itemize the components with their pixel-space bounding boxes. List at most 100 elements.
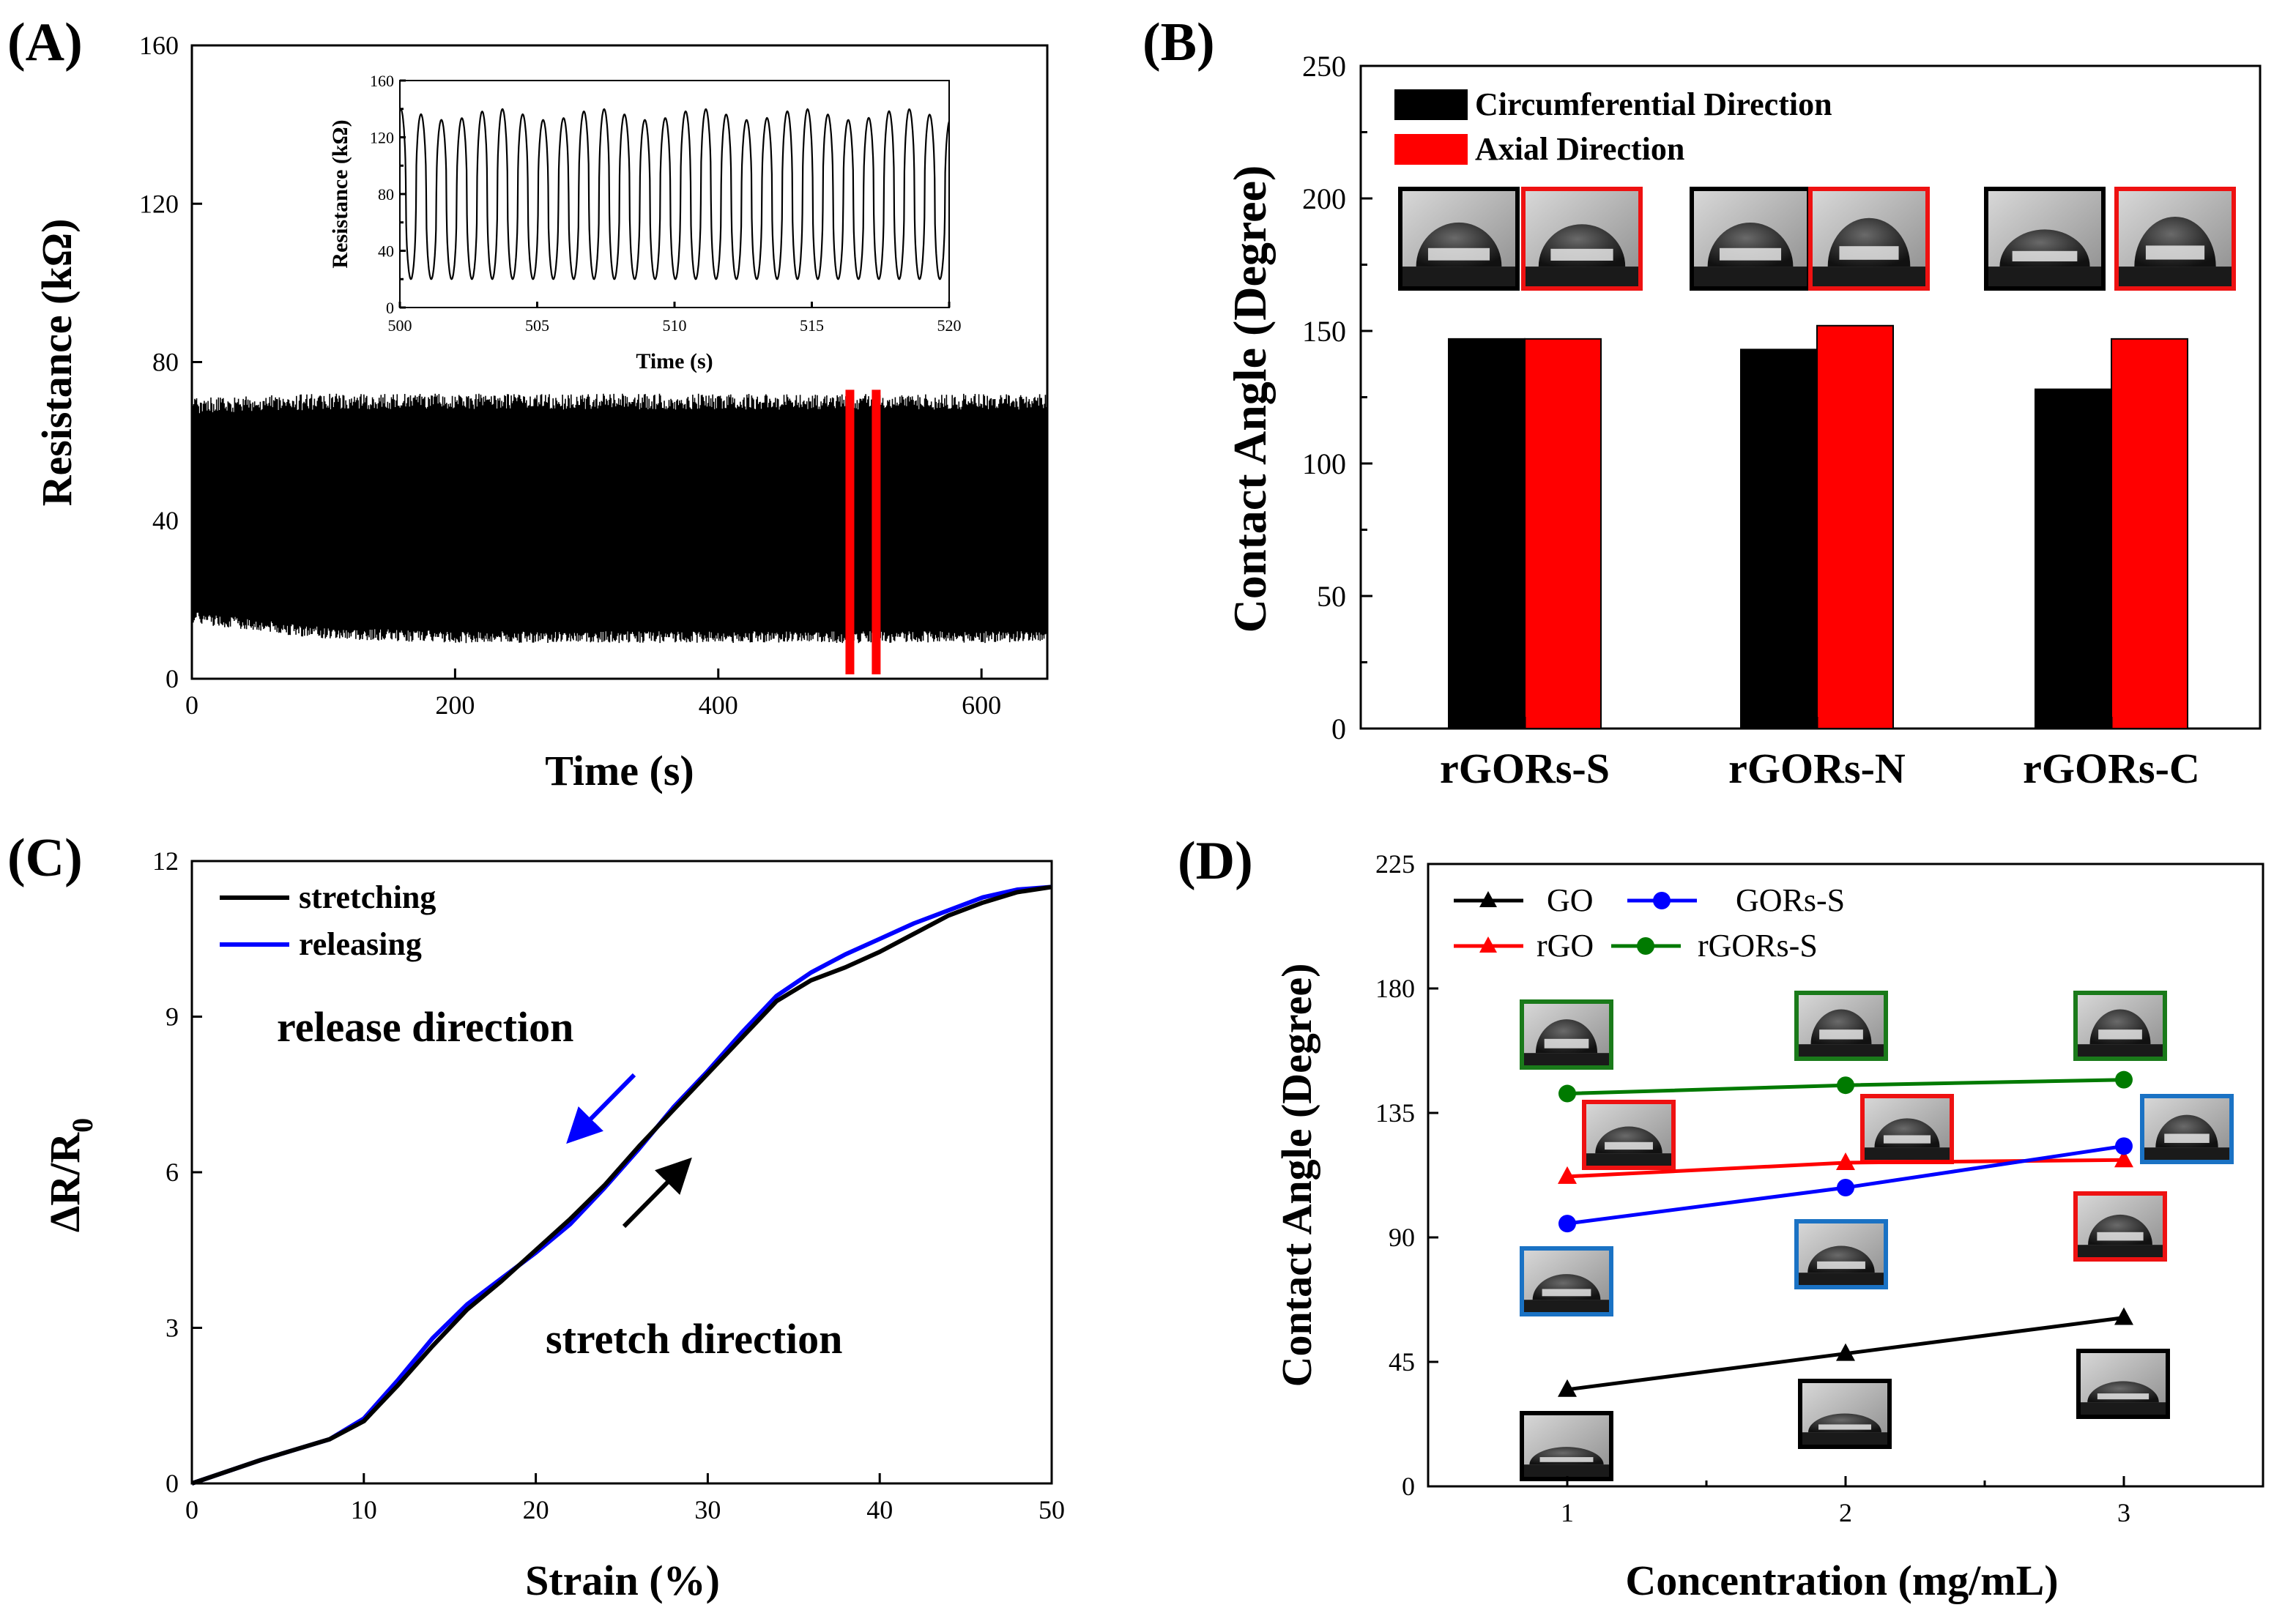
panel-c-legend: stretching releasing	[220, 879, 436, 962]
droplet-photo	[1521, 187, 1643, 291]
photo-frame	[1808, 187, 1930, 291]
y-tick-label: 0	[1331, 712, 1346, 745]
x-tick-label: rGORs-C	[2023, 745, 2200, 792]
legend-entry-rgo: rGO	[1454, 928, 1594, 964]
highlight-window-marker	[872, 390, 881, 674]
inset-ylabel: Resistance (kΩ)	[328, 119, 352, 268]
photo-frame	[1520, 1246, 1613, 1316]
droplet-photo	[1794, 991, 1888, 1061]
panel-c-ylabel-main: ΔR/R	[41, 1132, 89, 1232]
panel-d-droplet-photos	[1520, 991, 2234, 1481]
panel-d: (D) 1 2 3 0 45 90 135 180 225 Concentration (mg/…	[1178, 831, 2264, 1604]
panel-a-ylabel: Resistance (kΩ)	[33, 219, 81, 507]
photo-droplet-highlight	[1544, 1038, 1589, 1048]
panel-b-legend: Circumferential Direction Axial Directio…	[1394, 86, 1832, 167]
panel-d-xlabel: Concentration (mg/mL)	[1625, 1557, 2058, 1604]
photo-substrate	[1693, 267, 1807, 287]
x-tick-label: 20	[523, 1495, 549, 1524]
legend-label-rgo: rGO	[1537, 928, 1594, 964]
photo-droplet-highlight	[1818, 1424, 1872, 1430]
photo-substrate	[1523, 1053, 1610, 1066]
photo-substrate	[2077, 1044, 2163, 1057]
data-point-rGO	[1558, 1166, 1577, 1184]
photo-substrate	[1798, 1044, 1884, 1057]
droplet-photo	[1398, 187, 1520, 291]
x-tick-label: 40	[866, 1495, 893, 1524]
stretch-arrow	[622, 1157, 692, 1229]
x-tick-label: 600	[962, 690, 1001, 720]
panel-c-label: (C)	[7, 828, 83, 888]
x-tick-label: 500	[388, 316, 412, 335]
droplet-photo	[1794, 1219, 1888, 1289]
photo-frame	[2076, 1349, 2170, 1419]
photo-frame	[1794, 991, 1888, 1061]
x-tick-label: 50	[1038, 1495, 1065, 1524]
y-tick-label: 0	[386, 299, 394, 317]
photo-substrate	[1798, 1273, 1884, 1286]
data-point-GORs-S	[2115, 1137, 2133, 1155]
panel-c-ticks: 0 10 20 30 40 50 0 3 6 9 12	[152, 846, 1065, 1524]
droplet-photo	[1984, 187, 2106, 291]
panel-d-legend: GO GORs-S rGO rGORs-S	[1454, 882, 1845, 964]
y-tick-label: 120	[139, 189, 179, 218]
annotation-stretch-direction: stretch direction	[546, 1315, 842, 1363]
x-tick-label: 510	[663, 316, 687, 335]
data-point-rGORs-S	[1558, 1084, 1576, 1103]
y-tick-label: 50	[1317, 580, 1346, 613]
bar-circumferential	[2035, 388, 2112, 729]
bar-circumferential	[1740, 349, 1818, 729]
inset-plot	[398, 108, 951, 280]
photo-droplet-highlight	[1539, 1457, 1594, 1462]
data-point-rGO	[1836, 1152, 1855, 1170]
panel-b-droplet-photos	[1398, 187, 2236, 291]
y-tick-label: 40	[152, 506, 179, 535]
series-line-stretching	[191, 884, 1052, 1486]
droplet-photo	[2114, 187, 2236, 291]
photo-frame	[1398, 187, 1520, 291]
svg-text:ΔR/R0: ΔR/R0	[41, 1118, 99, 1232]
y-tick-label: 9	[166, 1002, 179, 1032]
x-tick-label: 505	[525, 316, 549, 335]
y-tick-label: 0	[166, 664, 179, 693]
photo-substrate	[2080, 1402, 2166, 1415]
photo-droplet-highlight	[1883, 1135, 1931, 1144]
panel-b-plot	[1448, 324, 2188, 729]
data-point-GORs-S	[1558, 1215, 1576, 1233]
panel-d-ticks: 1 2 3 0 45 90 135 180 225	[1375, 849, 2130, 1527]
y-tick-label: 12	[152, 846, 179, 876]
y-tick-label: 3	[166, 1314, 179, 1343]
legend-swatch-axial	[1394, 134, 1468, 165]
photo-droplet-highlight	[2012, 250, 2078, 261]
legend-entry-go: GO	[1454, 882, 1594, 918]
y-tick-label: 6	[166, 1158, 179, 1187]
photo-droplet-highlight	[2097, 1232, 2144, 1241]
data-point-rGORs-S	[1837, 1076, 1854, 1095]
droplet-photo	[2140, 1094, 2234, 1164]
droplet-photo	[1520, 1411, 1613, 1481]
y-tick-label: 80	[378, 185, 394, 204]
y-tick-label: 0	[1402, 1472, 1415, 1501]
inset-background	[400, 81, 949, 308]
photo-frame	[1521, 187, 1643, 291]
x-tick-label: 10	[351, 1495, 377, 1524]
droplet-photo	[1520, 999, 1613, 1070]
photo-substrate	[1523, 1464, 1610, 1478]
photo-droplet-highlight	[2097, 1393, 2149, 1400]
panel-a-xlabel: Time (s)	[545, 747, 694, 794]
data-point-GORs-S	[1837, 1179, 1854, 1196]
droplet-photo	[1520, 1246, 1613, 1316]
y-tick-label: 100	[1302, 447, 1346, 480]
legend-label-axial: Axial Direction	[1475, 131, 1684, 167]
y-tick-label: 150	[1302, 315, 1346, 348]
panel-d-ylabel: Contact Angle (Degree)	[1273, 964, 1320, 1388]
resistance-series-line	[191, 393, 1048, 644]
data-point-rGO	[2114, 1150, 2133, 1168]
x-tick-label: 0	[185, 1495, 198, 1524]
photo-frame	[1520, 999, 1613, 1070]
photo-substrate	[1525, 267, 1639, 287]
y-tick-label: 135	[1375, 1098, 1415, 1128]
y-tick-label: 225	[1375, 849, 1415, 879]
photo-substrate	[1864, 1147, 1950, 1161]
